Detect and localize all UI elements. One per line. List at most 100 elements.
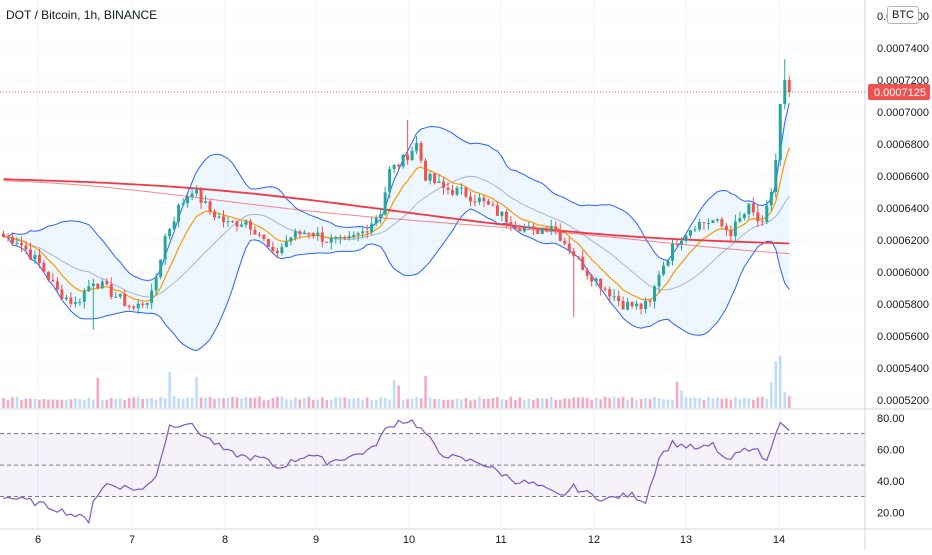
volume-bar [581, 397, 585, 408]
volume-bar [707, 397, 710, 408]
candle-body [217, 216, 221, 218]
volume-bar [612, 396, 616, 408]
volume-bar [109, 398, 113, 408]
bollinger-fill [3, 102, 790, 351]
candle-body [720, 219, 724, 227]
candle-body [262, 234, 266, 240]
volume-bar [765, 398, 769, 408]
volume-bar [536, 398, 540, 408]
volume-bar [100, 399, 104, 408]
volume-bar [410, 398, 414, 408]
candle-body [410, 150, 414, 161]
volume-bar [424, 375, 427, 408]
candle-body [621, 300, 625, 310]
volume-bar [379, 397, 382, 408]
candle-body [491, 204, 495, 206]
price-tick-label: 0.0007400 [877, 43, 929, 55]
candle-body [2, 233, 5, 237]
volume-bar [451, 399, 454, 408]
volume-bar [136, 396, 140, 408]
volume-bar [576, 397, 580, 408]
volume-bar [397, 385, 400, 408]
candle-body [392, 164, 396, 170]
candle-body [527, 226, 531, 228]
time-tick-label-9: 9 [313, 534, 319, 546]
volume-bar [689, 397, 692, 408]
candle-body [181, 203, 185, 205]
volume-bar [711, 398, 715, 408]
candle-body [424, 160, 428, 181]
candle-body [639, 303, 643, 310]
volume-bar [208, 397, 212, 408]
volume-bar [761, 396, 764, 408]
volume-bar [693, 397, 697, 408]
candle-body [653, 286, 657, 302]
price-tick-label: 0.0005800 [877, 299, 929, 311]
candle-body [235, 221, 239, 227]
candle-body [495, 205, 499, 216]
volume-bar [666, 399, 670, 408]
candle-body [105, 281, 109, 285]
bollinger-layer [3, 102, 790, 352]
volume-bar [6, 400, 10, 408]
volume-bar [235, 397, 239, 408]
bollinger-upper [3, 102, 790, 282]
candle-body [724, 226, 728, 231]
volume-bar [271, 397, 275, 408]
currency-badge[interactable]: BTC [887, 6, 919, 24]
volume-bar [285, 399, 288, 408]
volume-bar [42, 399, 46, 408]
volume-bar [464, 398, 468, 408]
candle-body [320, 232, 324, 242]
candle-body [406, 154, 410, 161]
volume-bar [222, 398, 225, 408]
volume-bar [783, 391, 787, 408]
candle-body [446, 187, 450, 190]
volume-bar [159, 396, 162, 408]
candle-body [289, 237, 293, 242]
volume-bar [303, 397, 306, 408]
candle-body [612, 296, 616, 298]
candle-body [522, 227, 526, 232]
time-tick-label-13: 13 [680, 534, 692, 546]
candle-body [549, 226, 553, 232]
volume-bar [199, 397, 203, 408]
volume-bar [132, 397, 136, 408]
candle-body [504, 211, 508, 223]
candle-body [486, 200, 490, 205]
candle-body [733, 221, 737, 237]
volume-bar [163, 398, 167, 408]
candle-body [253, 229, 257, 235]
volume-bar [590, 400, 593, 408]
candle-body [248, 221, 252, 230]
volume-bar [549, 396, 553, 408]
volume-bar [702, 399, 706, 408]
volume-bar [752, 400, 755, 408]
volume-bar [563, 398, 567, 408]
candle-body [608, 289, 612, 297]
candle-body [688, 230, 692, 236]
candle-body [37, 254, 41, 263]
volume-bar [585, 397, 589, 408]
volume-bar [567, 398, 571, 408]
candle-body [356, 233, 360, 235]
candle-body [415, 143, 419, 151]
candle-body [738, 218, 742, 222]
candle-body [540, 228, 544, 234]
candle-body [298, 231, 302, 235]
candle-body [715, 219, 719, 221]
ma-long-line [3, 178, 790, 245]
ma-long-line-2 [3, 180, 790, 255]
candle-body [123, 294, 127, 306]
volume-bar [532, 400, 535, 408]
volume-bar [518, 397, 522, 408]
candle-body [316, 232, 320, 236]
candle-body [433, 173, 437, 183]
candle-body [100, 281, 104, 289]
candle-body [572, 251, 576, 257]
candle-body [531, 226, 535, 229]
candle-body [545, 228, 549, 232]
volume-bar [352, 398, 356, 408]
